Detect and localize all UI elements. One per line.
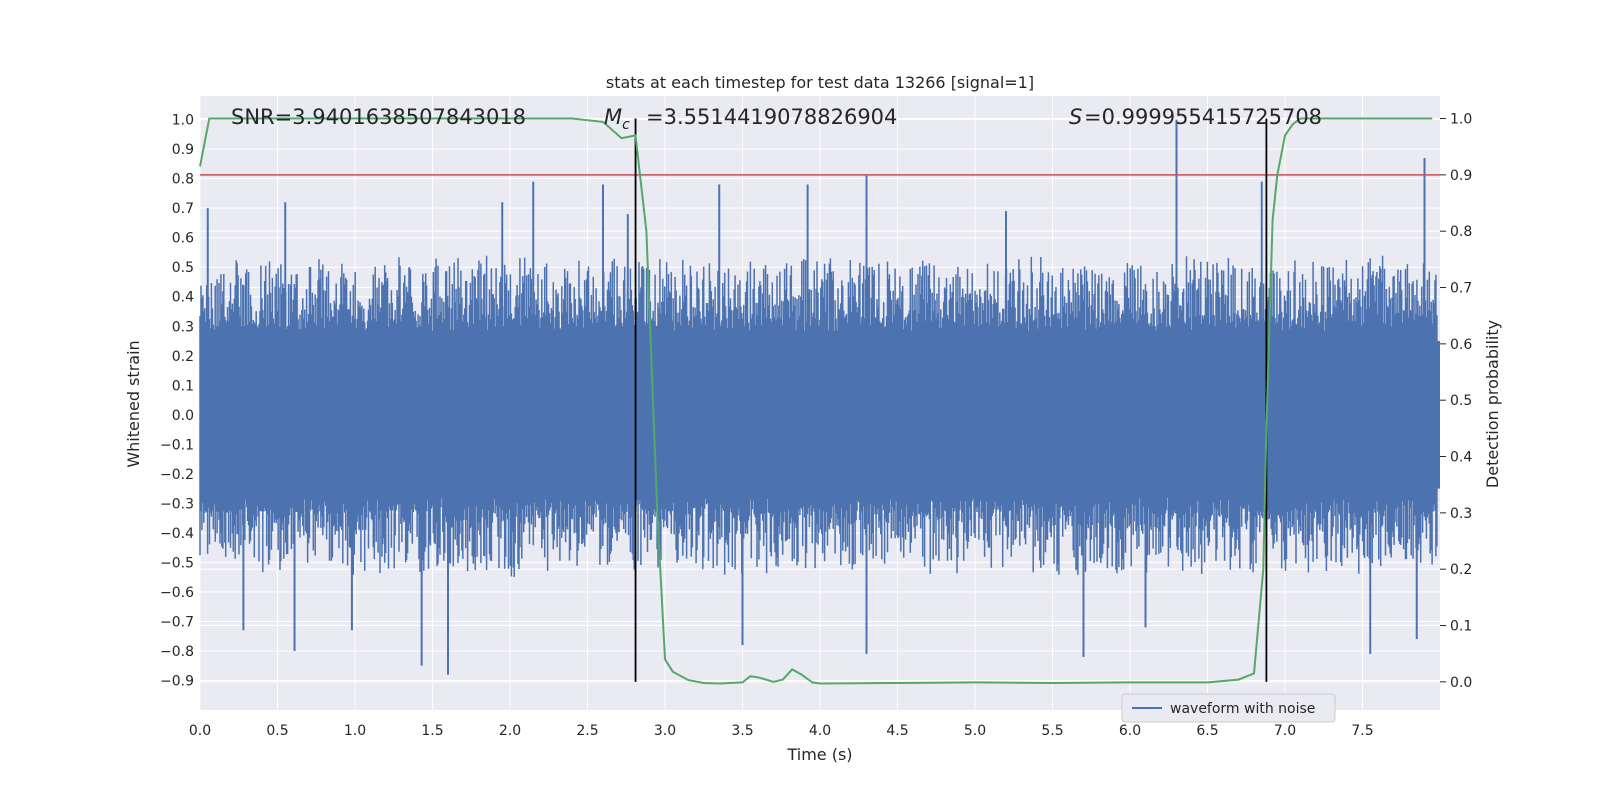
- x-tick-label: 5.5: [1041, 723, 1063, 739]
- y2-tick-label: 0.3: [1450, 506, 1472, 522]
- y-tick-label: 0.0: [172, 408, 194, 424]
- y2-tick-label: 0.7: [1450, 281, 1472, 297]
- x-tick-label: 3.5: [731, 723, 753, 739]
- probability-line: [199, 117, 1433, 685]
- y-tick-label: 0.8: [172, 172, 194, 188]
- y-tick-label: 0.4: [172, 290, 194, 306]
- y2-axis-label: Detection probability: [1483, 320, 1502, 488]
- legend: waveform with noise: [1121, 693, 1336, 723]
- y-tick-label: −0.9: [160, 673, 194, 689]
- s-annotation: =0.999955415725708: [1084, 105, 1322, 129]
- x-tick-label: 0.5: [266, 723, 288, 739]
- y-axis-label: Whitened strain: [124, 340, 143, 467]
- x-tick-label: 6.0: [1119, 723, 1141, 739]
- waveform-dense-band: [200, 341, 1440, 489]
- chart-title: stats at each timestep for test data 132…: [606, 73, 1034, 92]
- y-tick-label: −0.7: [160, 614, 194, 630]
- waveform-series: [199, 119, 1440, 675]
- y2-tick-label: 0.0: [1450, 675, 1472, 691]
- y-tick-label: 0.3: [172, 319, 194, 335]
- snr-annotation: SNR=3.9401638507843018: [231, 105, 526, 129]
- y-tick-label: −0.1: [160, 437, 194, 453]
- y-tick-label: 0.1: [172, 378, 194, 394]
- y-tick-label: 0.7: [172, 201, 194, 217]
- x-tick-label: 3.0: [654, 723, 676, 739]
- y-tick-label: 0.6: [172, 231, 194, 247]
- y-tick-label: −0.4: [160, 526, 194, 542]
- y-tick-label: 0.9: [172, 142, 194, 158]
- y2-tick-label: 0.9: [1450, 168, 1472, 184]
- legend-box: [1121, 693, 1336, 723]
- tick-layer: 0.0 0.5 1.0 1.5 2.0 2.5 3.0 3.5 4.0 4.5 5.0 5.5 6.0 6…: [160, 112, 1472, 739]
- x-axis-label: Time (s): [786, 745, 852, 764]
- x-tick-label: 0.0: [189, 723, 211, 739]
- x-tick-label: 6.5: [1196, 723, 1218, 739]
- y-tick-label: −0.3: [160, 496, 194, 512]
- s-symbol: S: [1069, 105, 1082, 129]
- mc-annotation: =3.5514419078826904: [646, 105, 897, 129]
- y-tick-label: −0.5: [160, 555, 194, 571]
- y-tick-label: −0.8: [160, 644, 194, 660]
- y2-tick-label: 1.0: [1450, 112, 1472, 128]
- x-tick-label: 7.5: [1351, 723, 1373, 739]
- legend-entry: waveform with noise: [1170, 701, 1315, 717]
- y2-tick-label: 0.8: [1450, 224, 1472, 240]
- y2-tick-label: 0.2: [1450, 562, 1472, 578]
- y-tick-label: 0.2: [172, 349, 194, 365]
- x-tick-label: 2.5: [576, 723, 598, 739]
- y-tick-label: 1.0: [172, 113, 194, 129]
- x-tick-label: 1.0: [344, 723, 366, 739]
- x-tick-label: 2.0: [499, 723, 521, 739]
- x-tick-label: 4.5: [886, 723, 908, 739]
- x-tick-label: 7.0: [1274, 723, 1296, 739]
- y-tick-label: 0.5: [172, 260, 194, 276]
- y2-tick-label: 0.1: [1450, 619, 1472, 635]
- y2-tick-label: 0.4: [1450, 450, 1472, 466]
- x-tick-label: 1.5: [421, 723, 443, 739]
- y2-tick-label: 0.6: [1450, 337, 1472, 353]
- x-tick-label: 5.0: [964, 723, 986, 739]
- y2-tick-label: 0.5: [1450, 393, 1472, 409]
- y-tick-label: −0.2: [160, 467, 194, 483]
- line-layer: [199, 117, 1440, 685]
- x-tick-label: 4.0: [809, 723, 831, 739]
- y-tick-label: −0.6: [160, 585, 194, 601]
